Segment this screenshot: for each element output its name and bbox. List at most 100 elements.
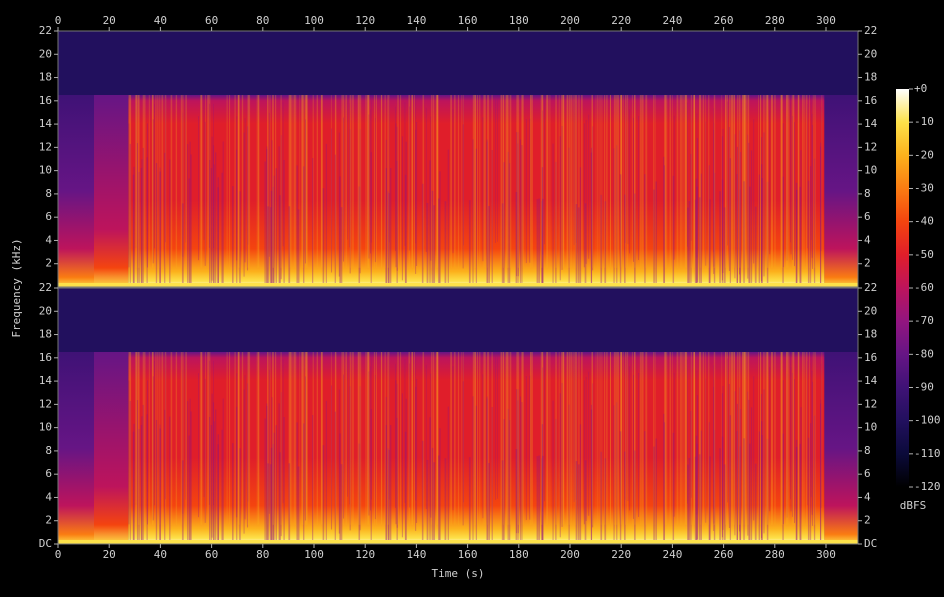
spectrogram-texture — [292, 352, 294, 525]
spectrogram-texture — [385, 425, 387, 544]
y-tick-label: 12 — [864, 140, 877, 153]
spectrogram-texture — [236, 149, 238, 287]
spectrogram-texture — [790, 355, 791, 500]
spectrogram-texture — [502, 352, 505, 525]
spectrogram-texture — [359, 386, 361, 531]
spectrogram-texture — [807, 180, 810, 287]
spectrogram-texture — [501, 203, 504, 287]
spectrogram-texture — [700, 430, 702, 544]
spectrogram-texture — [571, 95, 573, 268]
spectrogram-texture — [781, 352, 783, 525]
spectrogram-texture — [624, 194, 626, 287]
spectrogram-texture — [311, 415, 314, 544]
spectrogram-texture — [723, 464, 726, 544]
spectrogram-texture — [375, 352, 378, 525]
spectrogram-texture — [645, 352, 647, 525]
spectrogram-texture — [436, 95, 439, 268]
y-tick-label: 10 — [864, 164, 877, 177]
spectrogram-region — [128, 352, 825, 544]
spectrogram-texture — [727, 101, 728, 246]
spectrogram-texture — [733, 352, 735, 525]
spectrogram-texture — [549, 352, 551, 525]
spectrogram-texture — [641, 95, 643, 268]
spectrogram-texture — [588, 114, 590, 259]
spectrogram-texture — [568, 147, 570, 287]
spectrogram-texture — [487, 95, 490, 268]
spectrogram-texture — [749, 186, 751, 287]
spectrogram-texture — [138, 171, 140, 287]
spectrogram-texture — [128, 123, 130, 268]
spectrogram-texture — [457, 95, 460, 268]
spectrogram-texture — [138, 95, 140, 268]
colorbar-tick-label: -40 — [914, 215, 934, 228]
spectrogram-texture — [405, 141, 407, 286]
spectrogram-texture — [795, 446, 798, 544]
x-tick-label: 220 — [611, 548, 631, 561]
spectrogram-texture — [696, 113, 698, 258]
spectrogram-texture — [731, 95, 733, 268]
y-tick-label: 18 — [39, 328, 52, 341]
spectrogram-texture — [708, 165, 710, 287]
spectrogram-texture — [546, 95, 549, 268]
spectrogram-texture — [388, 95, 390, 268]
spectrogram-texture — [147, 380, 148, 525]
spectrogram-texture — [506, 95, 508, 268]
spectrogram-texture — [613, 148, 615, 287]
spectrogram-texture — [303, 166, 305, 287]
spectrogram-texture — [239, 448, 241, 544]
spectrogram-texture — [198, 373, 199, 518]
spectrogram-texture — [747, 95, 750, 268]
colorbar-tick-label: -70 — [914, 314, 934, 327]
spectrogram-texture — [579, 424, 582, 544]
spectrogram-texture — [237, 95, 240, 268]
spectrogram-texture — [389, 425, 392, 544]
spectrogram-texture — [771, 352, 774, 525]
x-tick-label: 60 — [205, 548, 218, 561]
spectrogram-texture — [345, 95, 348, 268]
spectrogram-texture — [247, 352, 250, 525]
spectrogram-texture — [147, 123, 148, 268]
spectrogram-texture — [753, 119, 755, 264]
spectrogram-texture — [141, 159, 143, 287]
spectrogram-texture — [375, 95, 378, 268]
spectrogram-texture — [681, 352, 683, 525]
spectrogram-texture — [232, 443, 234, 544]
spectrogram-texture — [280, 135, 282, 280]
spectrogram-region — [824, 95, 858, 287]
colorbar-tick-label: -30 — [914, 182, 934, 195]
spectrogram-texture — [713, 129, 715, 274]
spectrogram-texture — [217, 434, 219, 544]
spectrogram-texture — [387, 352, 389, 525]
spectrogram-texture — [634, 352, 636, 525]
spectrogram-texture — [200, 95, 202, 268]
spectrogram-texture — [592, 352, 593, 525]
spectrogram-texture — [698, 95, 701, 268]
spectrogram-texture — [374, 118, 376, 263]
x-tick-label: 260 — [714, 548, 734, 561]
y-tick-label: 6 — [45, 210, 52, 223]
spectrogram-texture — [683, 95, 684, 268]
spectrogram-texture — [475, 405, 477, 544]
spectrogram-texture — [809, 166, 812, 287]
spectrogram-texture — [136, 95, 138, 268]
spectrogram-texture — [610, 95, 611, 268]
spectrogram-texture — [135, 360, 137, 505]
spectrogram-texture — [529, 118, 531, 263]
spectrogram-texture — [463, 101, 464, 246]
spectrogram-texture — [698, 352, 701, 525]
spectrogram-texture — [721, 436, 724, 544]
spectrogram-texture — [794, 122, 795, 267]
spectrogram-texture — [157, 352, 159, 525]
spectrogram-texture — [694, 199, 697, 287]
spectrogram-texture — [486, 398, 488, 543]
spectrogram — [58, 288, 858, 544]
spectrogram-texture — [502, 95, 504, 268]
plot-frame — [57, 30, 859, 288]
spectrogram-texture — [358, 95, 360, 268]
spectrogram-texture — [133, 423, 135, 544]
spectrogram-texture — [387, 448, 390, 544]
spectrogram-texture — [745, 352, 747, 525]
x-tick-label: 200 — [560, 14, 580, 27]
spectrogram-texture — [791, 352, 793, 525]
spectrogram-texture — [766, 438, 769, 544]
